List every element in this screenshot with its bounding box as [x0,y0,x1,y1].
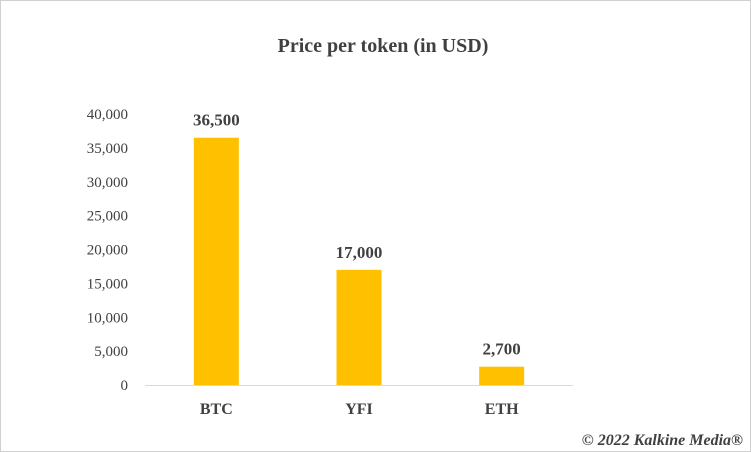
y-axis: 0 5,000 10,000 15,000 20,000 25,000 30,000 35,0… [87,107,128,394]
bar-btc [193,137,239,385]
y-tick-label: 15,000 [87,276,128,292]
bar-eth [479,366,525,385]
data-label: 2,700 [483,340,521,359]
copyright-text: © 2022 Kalkine Media® [582,432,743,449]
y-tick-label: 30,000 [87,175,128,191]
y-tick-label: 0 [121,378,129,394]
data-label: 17,000 [336,243,383,262]
y-tick-label: 25,000 [87,209,128,225]
bar-yfi [336,269,382,385]
x-tick-label: ETH [485,401,519,418]
bars: 36,500 17,000 2,700 [193,111,525,385]
x-tick-label: YFI [345,401,373,418]
y-tick-label: 20,000 [87,243,128,259]
y-tick-label: 5,000 [94,344,128,360]
x-tick-label: BTC [200,401,233,418]
x-axis: BTC YFI ETH [200,401,519,418]
data-label: 36,500 [193,111,240,130]
y-tick-label: 40,000 [87,107,128,123]
y-tick-label: 35,000 [87,141,128,157]
chart-title: Price per token (in USD) [278,35,489,57]
y-tick-label: 10,000 [87,310,128,326]
